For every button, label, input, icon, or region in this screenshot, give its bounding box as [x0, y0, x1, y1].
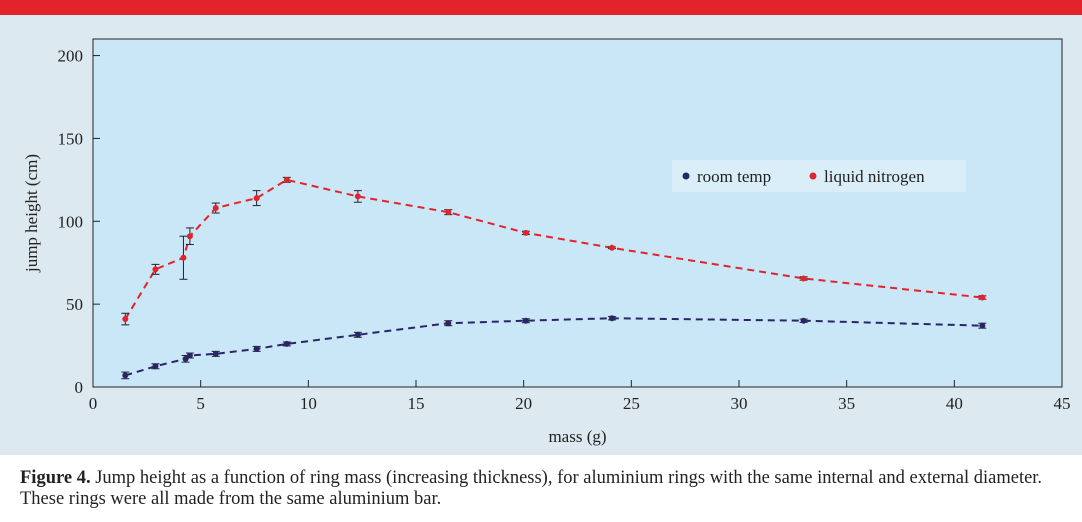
- top-color-bar: [0, 0, 1082, 15]
- x-tick-label: 20: [515, 394, 532, 413]
- legend-label-room-temp: room temp: [697, 167, 771, 186]
- data-point-liquid-nitrogen: [152, 266, 159, 273]
- data-point-room-temp: [522, 317, 529, 324]
- y-tick-label: 100: [58, 212, 84, 231]
- y-tick-label: 150: [58, 129, 84, 148]
- x-axis-label: mass (g): [548, 427, 606, 446]
- axis-ticks: 0 5 10 15 20 25 30 35 40 45 0 50 100 150 200: [58, 47, 1071, 413]
- x-tick-label: 15: [408, 394, 425, 413]
- data-point-room-temp: [212, 350, 219, 357]
- x-tick-label: 35: [838, 394, 855, 413]
- caption-area: Figure 4. Jump height as a function of r…: [0, 455, 1082, 522]
- y-axis-label: jump height (cm): [22, 154, 41, 273]
- x-tick-label: 45: [1054, 394, 1071, 413]
- data-point-liquid-nitrogen: [608, 244, 615, 251]
- data-series: [121, 176, 987, 380]
- data-point-room-temp: [608, 315, 615, 322]
- data-point-room-temp: [152, 363, 159, 370]
- data-point-room-temp: [182, 355, 189, 362]
- data-point-liquid-nitrogen: [354, 193, 361, 200]
- data-point-liquid-nitrogen: [445, 209, 452, 216]
- legend-label-liquid-nitrogen: liquid nitrogen: [824, 167, 925, 186]
- x-tick-label: 10: [300, 394, 317, 413]
- data-point-room-temp: [253, 345, 260, 352]
- y-tick-label: 50: [66, 295, 83, 314]
- data-point-liquid-nitrogen: [186, 233, 193, 240]
- data-point-room-temp: [445, 320, 452, 327]
- data-point-room-temp: [283, 340, 290, 347]
- data-point-room-temp: [354, 331, 361, 338]
- data-point-room-temp: [979, 322, 986, 329]
- y-tick-label: 200: [58, 47, 84, 66]
- caption-label: Figure 4.: [20, 468, 91, 488]
- data-point-liquid-nitrogen: [122, 316, 129, 323]
- x-tick-label: 5: [196, 394, 205, 413]
- data-point-room-temp: [122, 372, 129, 379]
- figure-caption: Figure 4. Jump height as a function of r…: [20, 468, 1065, 510]
- figure-panel: 0 5 10 15 20 25 30 35 40 45 0 50 100 150 200 mass (g) …: [0, 15, 1082, 455]
- legend-marker-liquid-nitrogen: [809, 172, 817, 180]
- data-point-liquid-nitrogen: [212, 205, 219, 212]
- x-tick-label: 25: [623, 394, 640, 413]
- x-tick-label: 40: [946, 394, 963, 413]
- legend-marker-room-temp: [682, 172, 690, 180]
- data-point-liquid-nitrogen: [522, 229, 529, 236]
- plot-area: [92, 38, 1063, 388]
- caption-text: Jump height as a function of ring mass (…: [20, 468, 1043, 509]
- data-point-liquid-nitrogen: [253, 195, 260, 202]
- data-point-room-temp: [800, 317, 807, 324]
- legend-box: [672, 160, 966, 192]
- x-tick-label: 30: [731, 394, 748, 413]
- x-tick-label: 0: [89, 394, 98, 413]
- legend: room temp liquid nitrogen: [672, 160, 966, 192]
- data-point-liquid-nitrogen: [283, 176, 290, 183]
- data-point-liquid-nitrogen: [180, 254, 187, 261]
- y-tick-label: 0: [75, 378, 84, 397]
- data-point-room-temp: [186, 352, 193, 359]
- data-point-liquid-nitrogen: [800, 275, 807, 282]
- data-point-liquid-nitrogen: [979, 294, 986, 301]
